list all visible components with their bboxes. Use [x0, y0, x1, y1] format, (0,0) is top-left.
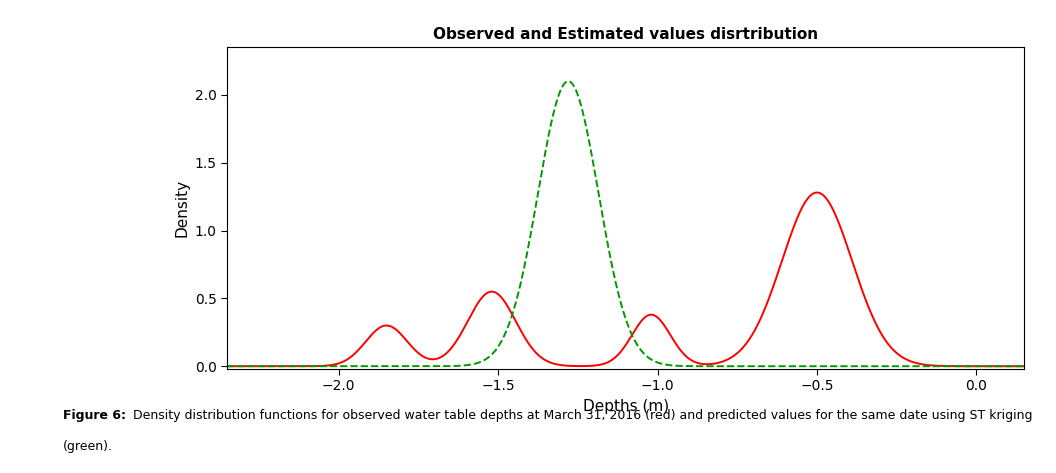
Text: Figure 6:: Figure 6: [63, 409, 127, 422]
Title: Observed and Estimated values disrtribution: Observed and Estimated values disrtribut… [433, 27, 818, 42]
X-axis label: Depths (m): Depths (m) [583, 399, 668, 414]
Text: (green).: (green). [63, 440, 113, 453]
Text: Density distribution functions for observed water table depths at March 31, 2016: Density distribution functions for obser… [129, 409, 1033, 422]
Y-axis label: Density: Density [174, 179, 189, 237]
